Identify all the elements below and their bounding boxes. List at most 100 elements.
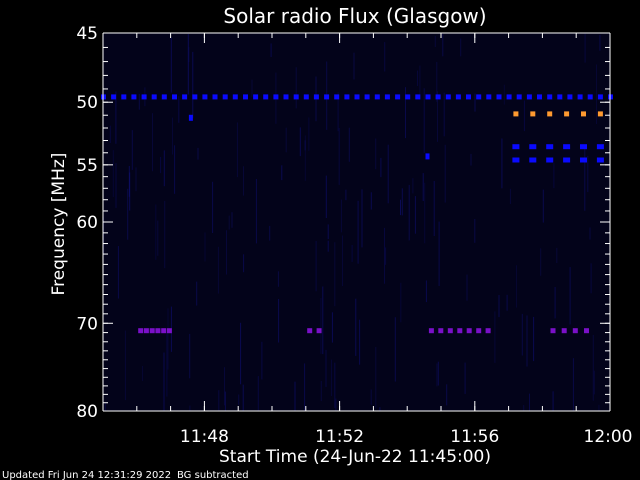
noise-streak (104, 402, 106, 411)
noise-streak (157, 220, 159, 256)
feature-dash (476, 328, 482, 334)
feature-dash (580, 144, 587, 150)
noise-streak (204, 232, 206, 262)
feature-dashed-49.6 (101, 94, 613, 100)
noise-streak (197, 147, 199, 160)
feature-dash (395, 94, 401, 100)
noise-streak (584, 33, 586, 63)
noise-streak (269, 225, 271, 241)
feature-dash (529, 157, 537, 163)
noise-streak (470, 153, 472, 166)
feature-dash (563, 157, 571, 163)
feature-dash (316, 328, 322, 334)
noise-streak (294, 381, 296, 411)
noise-streak (446, 384, 448, 406)
noise-streak (380, 157, 382, 178)
noise-streak (299, 127, 301, 157)
noise-streak (436, 61, 438, 102)
feature-dash (166, 328, 172, 334)
feature-dash (202, 94, 208, 100)
noise-streak (552, 391, 554, 411)
noise-streak (370, 389, 372, 405)
noise-streak (338, 128, 340, 185)
noise-streak (379, 407, 381, 411)
feature-dash (563, 144, 571, 150)
noise-streak (419, 65, 421, 100)
noise-streak (466, 274, 468, 301)
noise-streak (231, 212, 233, 228)
noise-streak (593, 370, 595, 395)
background-noise (103, 33, 601, 411)
feature-dash (313, 94, 319, 100)
noise-streak (355, 298, 357, 356)
noise-streak (433, 181, 435, 236)
feature-dashed-54.6 (512, 157, 604, 163)
noise-streak (192, 51, 194, 119)
noise-streak (320, 381, 322, 402)
feature-dash (567, 94, 573, 100)
noise-streak (375, 138, 377, 170)
feature-dash (141, 94, 147, 100)
noise-streak (437, 361, 439, 386)
emission-spot (425, 153, 430, 160)
noise-streak (178, 96, 180, 123)
noise-streak (523, 405, 525, 411)
noise-streak (556, 247, 558, 263)
noise-streak (542, 189, 544, 223)
feature-dash (374, 94, 380, 100)
y-tick-label: 60 (76, 213, 98, 233)
feature-purple-70.8-a (138, 328, 172, 334)
noise-streak (128, 166, 130, 197)
noise-streak (238, 394, 240, 405)
noise-streak (115, 163, 117, 208)
chart-title: Solar radio Flux (Glasgow) (223, 4, 486, 28)
feature-dash (506, 94, 512, 100)
feature-dash (151, 94, 157, 100)
noise-streak (589, 227, 591, 240)
feature-dash (155, 328, 161, 334)
noise-streak (501, 138, 503, 189)
feature-dash (584, 328, 589, 334)
feature-dash (273, 94, 279, 100)
feature-dash (384, 94, 390, 100)
feature-dash (149, 328, 155, 334)
feature-dash (476, 94, 482, 100)
noise-streak (400, 199, 401, 216)
noise-streak (348, 127, 350, 162)
feature-dash (512, 157, 520, 163)
noise-streak (308, 117, 310, 151)
noise-streak (334, 362, 336, 408)
noise-streak (331, 312, 333, 343)
noise-streak (325, 175, 327, 218)
feature-dash (192, 94, 198, 100)
noise-streak (408, 184, 410, 241)
noise-streak (188, 47, 190, 62)
noise-streak (412, 178, 414, 194)
noise-streak (423, 88, 425, 153)
noise-streak (242, 384, 244, 411)
noise-streak (437, 91, 438, 142)
noise-streak (166, 332, 168, 397)
noise-streak (304, 135, 306, 181)
noise-streak (138, 94, 140, 110)
noise-streak (281, 165, 283, 181)
noise-streak (320, 297, 322, 354)
noise-streak (155, 204, 157, 260)
noise-streak (295, 67, 297, 109)
feature-dash (530, 111, 536, 117)
noise-streak (327, 224, 329, 240)
noise-streak (370, 192, 372, 210)
emission-features (101, 94, 613, 334)
noise-streak (315, 241, 317, 292)
feature-dash (466, 328, 472, 334)
noise-streak (277, 271, 279, 287)
noise-streak (112, 150, 114, 197)
noise-streak (460, 38, 462, 57)
noise-streak (569, 267, 571, 325)
feature-dash (334, 94, 340, 100)
noise-streak (218, 390, 220, 411)
feature-dash (324, 94, 330, 100)
noise-streak (515, 265, 517, 308)
noise-streak (196, 281, 198, 306)
